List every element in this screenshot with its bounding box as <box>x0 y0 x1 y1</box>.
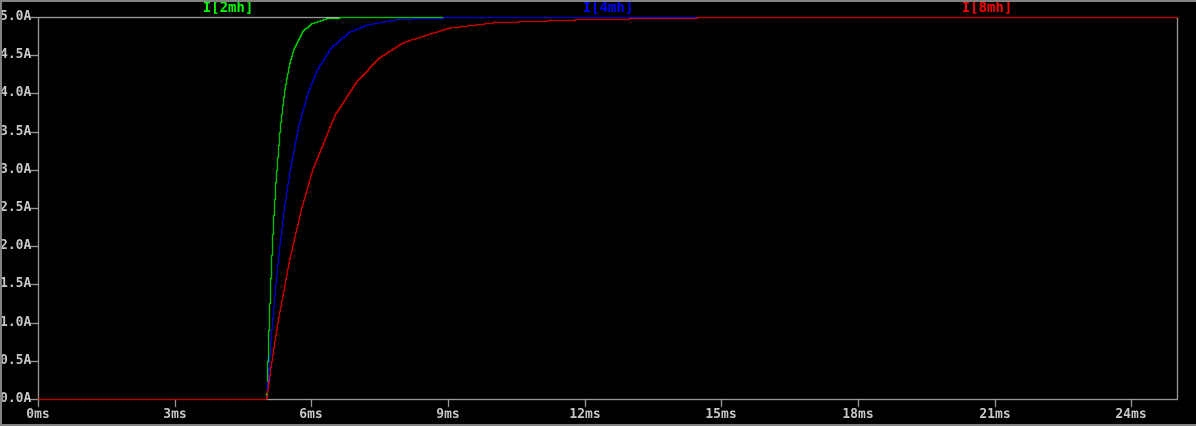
y-tick-label: 2.0A <box>0 238 32 253</box>
y-tick-label: 4.5A <box>0 47 32 62</box>
y-tick-label: 4.0A <box>0 85 32 100</box>
y-tick-label: 0.5A <box>0 353 32 368</box>
y-tick-label: 1.0A <box>0 315 32 330</box>
y-tick-label: 2.5A <box>0 200 32 215</box>
x-tick-label: 0ms <box>26 407 50 422</box>
x-tick-label: 6ms <box>299 407 323 422</box>
y-tick-label: 5.0A <box>0 9 32 24</box>
trace-label-i2mh[interactable]: I[2mh] <box>202 0 254 16</box>
x-tick-label: 24ms <box>1115 407 1147 422</box>
x-tick-label: 15ms <box>705 407 737 422</box>
x-tick-label: 12ms <box>569 407 601 422</box>
y-tick-label: 0.0A <box>0 391 32 406</box>
x-tick-label: 21ms <box>979 407 1011 422</box>
x-tick-label: 18ms <box>842 407 874 422</box>
x-tick-label: 3ms <box>163 407 187 422</box>
trace-label-i4mh[interactable]: I[4mh] <box>582 0 634 16</box>
y-tick-label: 1.5A <box>0 276 32 291</box>
trace-label-i8mh[interactable]: I[8mh] <box>961 0 1013 16</box>
x-tick-label: 9ms <box>436 407 460 422</box>
y-tick-label: 3.0A <box>0 162 32 177</box>
y-tick-label: 3.5A <box>0 124 32 139</box>
